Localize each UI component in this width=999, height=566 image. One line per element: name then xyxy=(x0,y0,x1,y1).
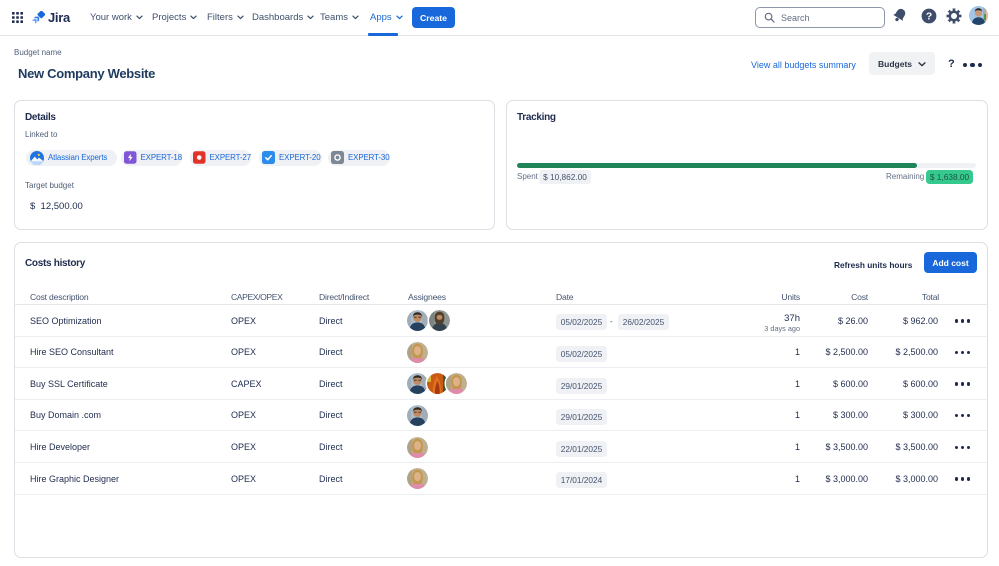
svg-text:?: ? xyxy=(926,11,932,22)
